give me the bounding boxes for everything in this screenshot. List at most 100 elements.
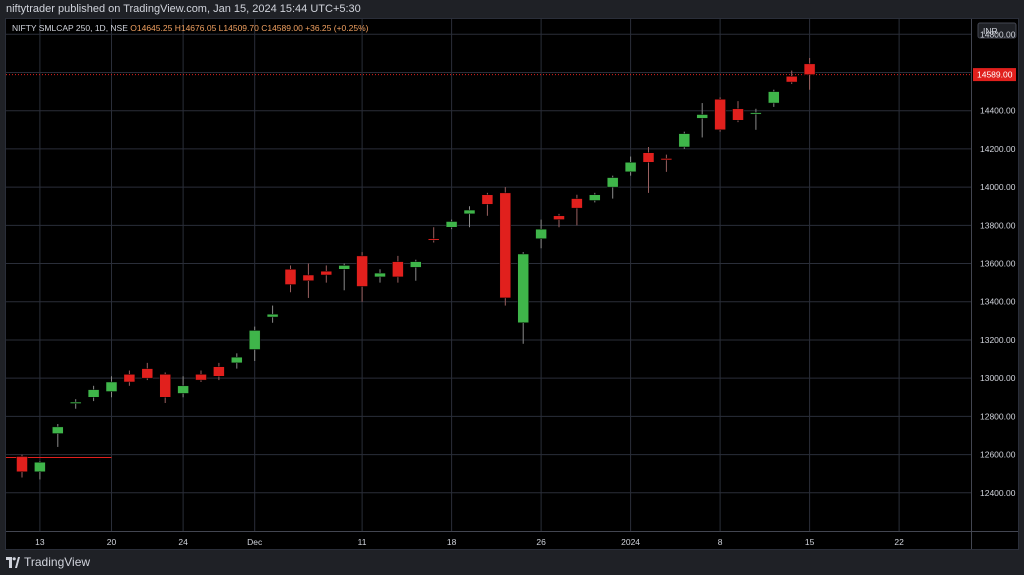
candle-down	[320, 265, 333, 283]
footer-bar: TradingView	[0, 551, 1024, 575]
y-tick-label: 13000.00	[980, 373, 1016, 383]
legend-close: C14589.00	[261, 23, 305, 33]
candle-up	[410, 259, 422, 281]
x-tick-label: 8	[718, 537, 723, 547]
candle-body	[803, 63, 816, 75]
candle-down	[123, 370, 136, 386]
candle-down	[642, 147, 655, 193]
currency-label: INR	[983, 26, 998, 36]
candle-down	[195, 370, 207, 382]
candle-body	[732, 108, 744, 121]
x-tick-label: 22	[894, 537, 904, 547]
candle-up	[248, 326, 261, 361]
y-tick-label: 12800.00	[980, 411, 1016, 421]
candle-body	[338, 265, 350, 270]
candle-body	[69, 401, 82, 404]
candle-body	[392, 261, 404, 278]
candle-up	[535, 219, 547, 249]
candle-body	[785, 76, 798, 83]
candle-down	[481, 192, 494, 216]
y-tick-label: 14800.00	[980, 29, 1016, 39]
candle-body	[266, 313, 279, 318]
candle-body	[195, 374, 207, 381]
candle-up	[231, 353, 243, 369]
candle-down	[356, 252, 368, 302]
candle-body	[571, 198, 583, 209]
y-tick-label: 14400.00	[980, 106, 1016, 116]
candle-down	[159, 372, 171, 403]
currency-box	[977, 22, 1017, 39]
candle-up	[678, 131, 691, 149]
candle-down	[660, 154, 673, 172]
x-tick-label: 11	[358, 537, 367, 547]
candle-body	[517, 253, 529, 324]
y-tick-label: 12400.00	[980, 488, 1016, 498]
candle-body	[213, 366, 225, 377]
candle-down	[571, 194, 583, 226]
x-tick-label: 20	[107, 537, 117, 547]
candle-down	[732, 101, 744, 123]
legend-low: L14509.70	[219, 23, 262, 33]
candle-body	[660, 158, 673, 161]
candle-up	[517, 252, 529, 344]
y-tick-label: 12600.00	[980, 450, 1016, 460]
chart-frame[interactable]	[5, 18, 1019, 550]
candle-body	[624, 162, 637, 173]
x-tick-label: 13	[35, 537, 45, 547]
tradingview-logo-icon[interactable]	[6, 557, 20, 568]
tradingview-brand[interactable]: TradingView	[24, 555, 91, 569]
candle-body	[553, 215, 565, 220]
candle-body	[248, 330, 261, 350]
candle-body	[714, 98, 726, 131]
candle-body	[105, 381, 118, 392]
candle-body	[302, 274, 315, 281]
candle-down	[16, 454, 28, 478]
y-tick-label: 14000.00	[980, 182, 1016, 192]
candle-body	[696, 114, 708, 119]
candle-up	[750, 108, 762, 130]
candle-up	[105, 376, 118, 398]
legend-high: H14676.05	[175, 23, 219, 33]
candle-down	[803, 57, 816, 90]
candle-body	[535, 228, 547, 239]
x-tick-label: 2024	[621, 537, 640, 547]
candle-down	[714, 97, 726, 132]
y-tick-label: 14200.00	[980, 144, 1016, 154]
candle-body	[374, 272, 386, 278]
candle-body	[642, 152, 655, 163]
last-price-box	[973, 68, 1016, 82]
candle-down	[302, 263, 315, 298]
candle-down	[141, 362, 154, 381]
y-tick-label: 13600.00	[980, 259, 1016, 269]
x-tick-label: 26	[536, 537, 546, 547]
candle-up	[374, 269, 386, 283]
candle-body	[159, 374, 171, 398]
candle-up	[34, 461, 46, 480]
candle-up	[463, 206, 476, 228]
candle-body	[231, 356, 243, 364]
candle-body	[606, 177, 619, 188]
x-tick-label: 15	[805, 537, 815, 547]
candle-up	[445, 219, 458, 230]
candle-body	[768, 91, 780, 104]
candle-body	[87, 389, 100, 398]
candle-down	[427, 227, 440, 243]
candle-body	[123, 374, 136, 383]
candle-up	[589, 192, 601, 203]
x-tick-label: Dec	[247, 537, 263, 547]
x-tick-label: 18	[447, 537, 457, 547]
candle-body	[141, 368, 154, 379]
candle-up	[606, 175, 619, 199]
candle-body	[463, 209, 476, 215]
candle-body	[445, 221, 458, 228]
candle-body	[284, 269, 297, 285]
chart-legend: NIFTY SMLCAP 250, 1D, NSE O14645.25 H146…	[12, 23, 369, 33]
legend-open: O14645.25	[130, 23, 174, 33]
candle-up	[177, 376, 189, 398]
x-tick-label: 24	[178, 537, 188, 547]
candle-up	[69, 399, 82, 409]
last-price-label: 14589.00	[977, 70, 1013, 80]
candle-down	[553, 213, 565, 228]
candle-body	[427, 238, 440, 241]
